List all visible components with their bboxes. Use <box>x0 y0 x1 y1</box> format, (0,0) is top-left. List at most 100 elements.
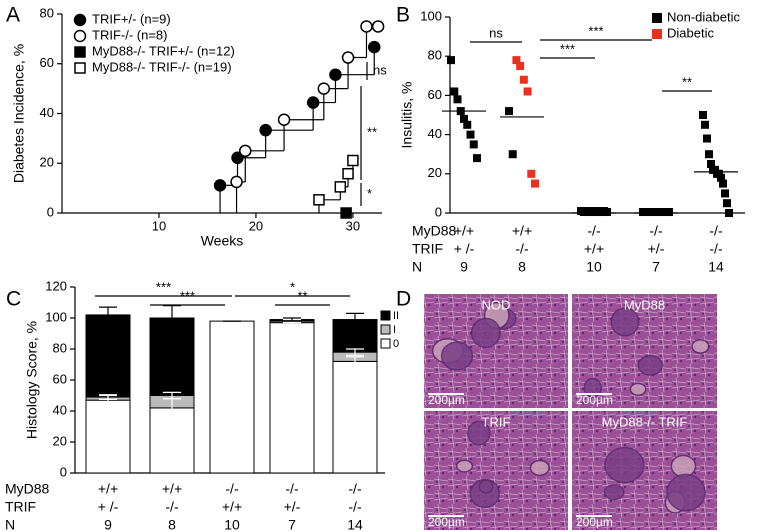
table-cell: -/- <box>348 481 362 497</box>
data-point <box>707 160 715 168</box>
scale-label: 200µm <box>576 515 613 529</box>
image-label: NOD <box>482 297 511 312</box>
row-label: TRIF <box>5 499 36 515</box>
data-point <box>719 179 727 188</box>
table-cell: +/+ <box>584 241 604 257</box>
table-cell: +/- <box>284 499 301 515</box>
data-point <box>725 209 733 217</box>
table-cell: -/- <box>709 223 723 239</box>
significance-label: *** <box>156 279 171 294</box>
table-cell: 8 <box>518 259 526 275</box>
data-point <box>717 173 725 182</box>
x-axis-label: Weeks <box>201 233 244 249</box>
legend-marker <box>73 13 87 27</box>
row-label: N <box>5 517 15 532</box>
legend-label: Non-diabetic <box>667 9 740 24</box>
table-cell: -/- <box>285 481 299 497</box>
scale-label: 200µm <box>428 515 465 529</box>
significance-label: * <box>290 279 295 294</box>
data-point <box>317 82 331 95</box>
significance-label: * <box>367 186 372 201</box>
data-point <box>466 130 475 139</box>
y-tick-label: 120 <box>45 278 67 293</box>
legend-label: 0 <box>393 338 399 350</box>
data-point <box>531 179 539 188</box>
table-cell: -/- <box>649 223 663 239</box>
data-point <box>665 208 673 217</box>
table-cell: +/+ <box>512 223 532 239</box>
data-point <box>512 56 521 65</box>
y-tick-label: 60 <box>40 55 54 70</box>
significance-label: ** <box>682 74 692 89</box>
significance-label: ns <box>373 62 387 77</box>
image-label: MyD88 <box>624 297 665 312</box>
table-cell: +/+ <box>162 481 182 497</box>
y-tick-label: 0 <box>60 464 67 479</box>
row-label: N <box>412 259 422 275</box>
table-cell: +/+ <box>454 223 474 239</box>
legend-label: MyD88-/- TRIF-/- (n=19) <box>92 59 232 74</box>
x-tick-label: 30 <box>346 218 360 233</box>
y-tick-label: 100 <box>420 8 442 23</box>
data-point <box>516 62 525 70</box>
y-tick-label: 80 <box>428 48 442 63</box>
table-cell: + /- <box>98 499 119 515</box>
tissue-feature <box>467 420 491 446</box>
legend-label: TRIF+/- (n=9) <box>92 11 171 26</box>
legend-label: MyD88-/- TRIF+/- (n=12) <box>92 43 235 58</box>
data-point <box>341 51 355 64</box>
y-tick-label: 60 <box>53 371 67 386</box>
significance-label: *** <box>588 23 603 38</box>
tissue-feature <box>440 341 474 371</box>
tissue-feature <box>670 454 697 478</box>
table-cell: -/- <box>225 481 239 497</box>
row-label: MyD88 <box>412 223 457 239</box>
tissue-feature <box>529 459 550 477</box>
legend-marker <box>380 310 391 321</box>
row-label: TRIF <box>412 241 443 257</box>
legend-marker <box>380 338 391 349</box>
row-label: MyD88 <box>5 481 50 497</box>
data-point <box>231 151 244 165</box>
y-tick-label: 0 <box>435 204 442 219</box>
table-cell: + /- <box>454 241 475 257</box>
y-tick-label: 20 <box>428 165 442 180</box>
table-cell: 10 <box>224 517 240 532</box>
data-point <box>334 181 347 193</box>
table-cell: -/- <box>515 241 529 257</box>
y-tick-label: 20 <box>53 433 67 448</box>
data-point <box>340 207 352 219</box>
data-point <box>643 208 652 217</box>
bar-segment <box>85 399 131 474</box>
y-tick-label: 40 <box>40 105 54 120</box>
table-cell: +/- <box>648 241 665 257</box>
y-axis-label: Histology Score, % <box>24 321 40 439</box>
y-tick-label: 80 <box>40 5 54 20</box>
y-axis-label: Insulitis, % <box>399 82 415 149</box>
data-point <box>371 20 385 33</box>
table-cell: -/- <box>587 223 601 239</box>
data-point <box>347 154 359 167</box>
data-point <box>213 179 227 192</box>
significance-label: ** <box>367 124 377 139</box>
y-tick-label: 40 <box>428 126 442 141</box>
table-cell: +/+ <box>222 499 242 515</box>
table-cell: 8 <box>168 517 176 532</box>
data-point <box>652 208 660 217</box>
data-point <box>723 199 731 208</box>
panel-letter: B <box>396 4 410 27</box>
data-point <box>473 154 481 163</box>
y-tick-label: 100 <box>45 309 67 324</box>
data-point <box>721 189 729 198</box>
tissue-feature <box>610 307 640 337</box>
data-point <box>469 140 478 149</box>
y-tick-label: 20 <box>40 155 54 170</box>
table-cell: +/+ <box>98 481 118 497</box>
data-point <box>277 113 291 126</box>
legend-marker <box>652 29 662 39</box>
data-point <box>508 150 517 159</box>
data-point <box>342 167 354 180</box>
table-cell: 7 <box>652 259 660 275</box>
y-axis-label: Diabetes Incidence, % <box>11 44 27 183</box>
